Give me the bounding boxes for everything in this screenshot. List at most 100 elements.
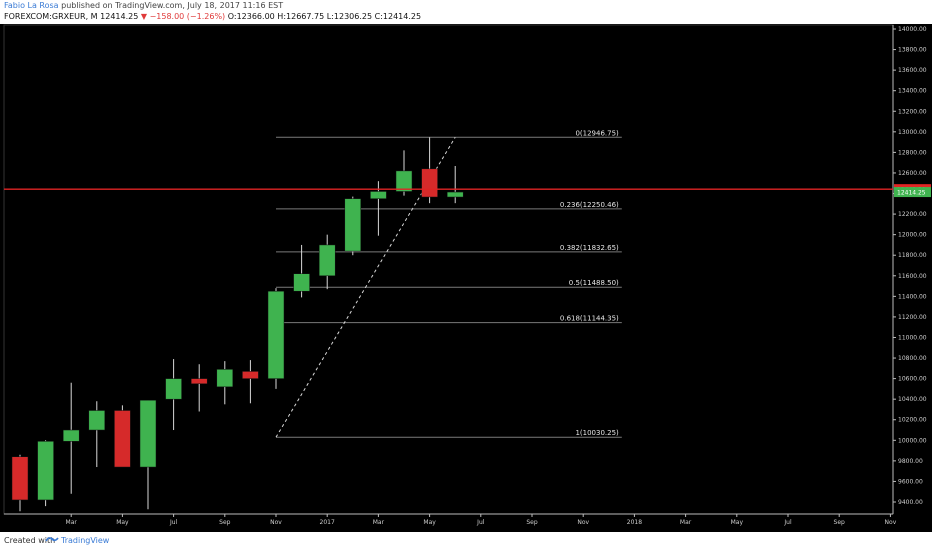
tradingview-brand-link[interactable]: TradingView	[61, 536, 110, 545]
candle	[62, 382, 80, 494]
candle	[88, 401, 106, 468]
last-price-tag	[894, 187, 931, 198]
y-tick-label: 13000.00	[898, 129, 927, 136]
candle	[293, 244, 310, 298]
candle	[139, 399, 157, 510]
candle	[165, 359, 182, 431]
last-price-tag-label: 12414.25	[897, 190, 926, 197]
y-tick-label: 9600.00	[898, 478, 923, 485]
chart-footer: Created with TradingView	[0, 532, 932, 550]
candle	[267, 288, 285, 389]
tradingview-logo-icon	[45, 537, 59, 542]
candle-body	[242, 371, 259, 379]
candle-body	[139, 399, 157, 468]
y-tick-label: 12600.00	[898, 170, 927, 177]
change-text: −158.00 (−1.26%)	[149, 12, 226, 21]
candle	[190, 364, 208, 412]
chart-header: Fabio La Rosa published on TradingView.c…	[0, 0, 932, 24]
created-with-text: Created with	[4, 536, 56, 545]
close-text: C:12414.25	[374, 12, 422, 21]
fib-level-label: 0(12946.75)	[575, 129, 619, 137]
fib-level-label: 0.5(11488.50)	[569, 279, 619, 287]
y-tick-label: 13600.00	[898, 67, 927, 74]
y-tick-label: 11200.00	[898, 314, 927, 321]
y-tick-label: 10200.00	[898, 417, 927, 424]
candle-body	[395, 170, 413, 192]
candle-body	[267, 290, 285, 379]
y-tick-label: 12200.00	[898, 211, 927, 218]
candle	[114, 405, 131, 468]
y-tick-label: 12000.00	[898, 232, 927, 239]
y-tick-label: 11600.00	[898, 273, 927, 280]
y-tick-label: 10400.00	[898, 396, 927, 403]
open-text: O:12366.00	[227, 12, 275, 21]
publish-text: published on TradingView.com, July 18, 2…	[61, 1, 284, 10]
candle-body	[114, 410, 131, 468]
publish-info: Fabio La Rosa published on TradingView.c…	[4, 1, 283, 10]
candle	[318, 234, 336, 290]
candle-body	[37, 441, 54, 501]
symbol-label: FOREXCOM:GRXEUR, M	[4, 12, 98, 21]
candle-body	[190, 378, 208, 385]
y-tick-label: 10800.00	[898, 355, 927, 362]
candle-body	[370, 191, 387, 199]
candle-body	[318, 244, 336, 277]
x-tick-label: Nov	[885, 519, 897, 526]
y-tick-label: 13400.00	[898, 88, 927, 95]
candle-body	[88, 410, 106, 431]
plot-area	[3, 24, 894, 515]
down-arrow-icon: ▼	[140, 12, 148, 21]
y-tick-label: 13800.00	[898, 47, 927, 54]
x-tick-label: May	[116, 519, 129, 526]
candle	[216, 361, 234, 405]
last-price-text: 12414.25	[100, 12, 139, 21]
candle-body	[216, 369, 234, 388]
x-tick-label: Sep	[834, 519, 846, 526]
candle	[421, 137, 438, 204]
x-tick-label: Sep	[219, 519, 231, 526]
candle-body	[421, 168, 438, 198]
author-link[interactable]: Fabio La Rosa	[4, 1, 59, 10]
y-tick-label: 10000.00	[898, 437, 927, 444]
y-tick-label: 10600.00	[898, 376, 927, 383]
candle	[395, 150, 413, 196]
x-tick-label: Jul	[783, 519, 792, 526]
candle	[242, 360, 259, 404]
y-tick-label: 11000.00	[898, 334, 927, 341]
fib-level-label: 1(10030.25)	[575, 429, 619, 437]
fib-level-label: 0.236(12250.46)	[560, 201, 619, 209]
low-text: L:12306.25	[326, 12, 373, 21]
x-tick-label: Mar	[66, 519, 78, 526]
y-tick-label: 11400.00	[898, 293, 927, 300]
x-tick-label: Jul	[169, 519, 178, 526]
candle	[370, 181, 387, 236]
y-tick-label: 12800.00	[898, 149, 927, 156]
x-tick-label: May	[423, 519, 436, 526]
candle-body	[446, 191, 464, 198]
x-tick-label: Mar	[373, 519, 385, 526]
x-tick-label: May	[731, 519, 744, 526]
candle-body	[293, 273, 310, 292]
y-tick-label: 9800.00	[898, 458, 923, 465]
high-text: H:12667.75	[277, 12, 325, 21]
x-tick-label: 2017	[320, 519, 335, 526]
x-tick-label: 2018	[627, 519, 642, 526]
candle-body	[11, 456, 29, 501]
candle	[344, 196, 362, 256]
candle-body	[165, 378, 182, 400]
fib-level-label: 0.618(11144.35)	[560, 315, 619, 323]
candle	[11, 454, 29, 512]
candle-body	[344, 198, 362, 252]
y-tick-label: 9400.00	[898, 499, 923, 506]
x-tick-label: Nov	[270, 519, 282, 526]
fib-trend-line	[275, 137, 456, 438]
y-tick-label: 11800.00	[898, 252, 927, 259]
candle	[446, 165, 464, 204]
fib-level-label: 0.382(11832.65)	[560, 244, 619, 252]
symbol-info: FOREXCOM:GRXEUR, M 12414.25 ▼ −158.00 (−…	[4, 12, 421, 21]
candle-body	[62, 429, 80, 442]
x-tick-label: Jul	[476, 519, 485, 526]
x-tick-label: Nov	[577, 519, 589, 526]
